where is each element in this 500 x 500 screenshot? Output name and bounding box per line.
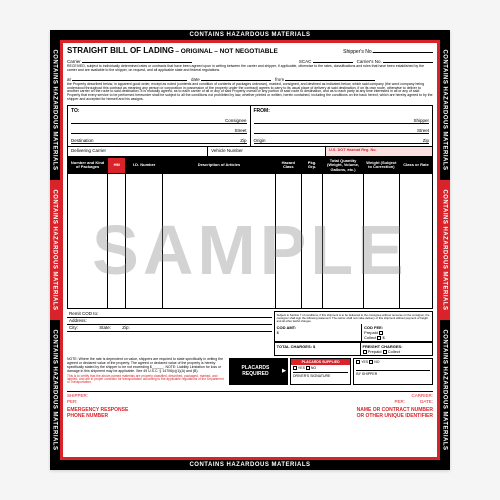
hazmat-banner-top: CONTAINS HAZARDOUS MATERIALS [50,30,450,40]
shipper-field[interactable]: Shipper [413,118,429,123]
cod-amt-label: COD AMT: [277,325,296,330]
carriers-no-field[interactable] [383,57,433,63]
col-id: I.D. Number [126,157,163,173]
date-field[interactable] [201,75,271,81]
col-hazard-class: Hazard Class [276,157,302,173]
emergency-response-label: EMERGENCY RESPONSE PHONE NUMBER [67,407,250,419]
from-field[interactable] [285,75,375,81]
table-row[interactable] [68,174,433,309]
cod-collect-check[interactable]: Collect $ [364,335,430,340]
total-charges-field[interactable]: TOTAL CHARGES: $ [275,343,360,355]
form-body: STRAIGHT BILL OF LADING – ORIGINAL – NOT… [60,40,440,460]
from-heading: FROM: [254,108,430,114]
col-packages: Number and Kind of Packages [68,157,108,173]
per-field[interactable]: PER: [67,399,78,404]
remit-cod-field[interactable]: Remit COD to: [67,311,272,318]
contract-number-label: NAME OR CONTRACT NUMBER OR OTHER UNIQUE … [250,407,433,419]
hazmat-banner-right: CONTAINS HAZARDOUS MATERIALS CONTAINS HA… [440,40,450,460]
shipper-signature[interactable]: SHIPPER: [67,393,88,398]
col-pkg-grp: Pkg. Grp. [301,157,323,173]
carrier-signature[interactable]: CARRIER: [411,393,433,398]
origin-field[interactable]: Origin [254,138,266,143]
property-clause: the Property described below, in apparen… [67,83,433,102]
dot-hazmat-field[interactable]: U.S. DOT Hazmat Reg. No. [325,147,432,156]
carrier-field[interactable] [82,57,192,63]
date-sig-field[interactable]: DATE: [420,399,433,404]
to-from-block: TO: Consignee Street DestinationZip FROM… [67,105,433,147]
delivering-carrier-field[interactable]: Delivering Carrier [68,147,207,156]
hazmat-banner-bottom: CONTAINS HAZARDOUS MATERIALS [50,460,450,470]
to-heading: TO: [71,108,247,114]
col-total-qty: Total Quantity (Weight, Volume, Gallons,… [323,157,363,173]
cod-amt-field[interactable]: $ [277,330,279,335]
at-field[interactable] [72,75,187,81]
destination-field[interactable]: Destination [71,138,94,143]
col-description: Description of Articles [162,157,275,173]
remit-city-row[interactable]: City: State: Zip: [67,325,272,332]
consignee-field[interactable]: Consignee [225,118,247,123]
received-clause: RECEIVED, subject to individually determ… [67,65,433,73]
form-title: STRAIGHT BILL OF LADING [67,46,174,55]
cod-block: Subject to Section 7 of conditions, if t… [274,311,433,356]
from-street-field[interactable]: Street [417,128,429,133]
to-street-field[interactable]: Street [234,128,246,133]
bill-of-lading-form: CONTAINS HAZARDOUS MATERIALS CONTAINS HA… [50,30,450,470]
remit-address-field[interactable]: Address: [67,318,272,325]
hazmat-banner-left: CONTAINS HAZARDOUS MATERIALS CONTAINS HA… [50,40,60,460]
vehicle-number-field[interactable]: Vehicle Number [207,147,325,156]
col-hm: HM [108,157,126,173]
scac-field[interactable] [313,57,353,63]
articles-table: Number and Kind of Packages HM I.D. Numb… [67,157,433,309]
col-rate: Class or Rate [400,157,433,173]
placards-required-badge: PLACARDS REQUIRED▶ [229,358,288,384]
form-subtitle: – ORIGINAL – NOT NEGOTIABLE [175,48,277,55]
col-weight: Weight (Subject to Correction) [363,157,400,173]
by-shipper-block[interactable]: YES NO BY SHIPPER [353,358,433,384]
note-rate-value: NOTE: Where the rate is dependent on val… [67,358,227,384]
remit-block: Remit COD to: Address: City: State: Zip: [67,311,272,356]
certification-note: This is to certify that the above-named … [67,375,227,385]
placards-supplied-block[interactable]: PLACARDS SUPPLIED YES NO DRIVER'S SIGNAT… [290,358,351,384]
